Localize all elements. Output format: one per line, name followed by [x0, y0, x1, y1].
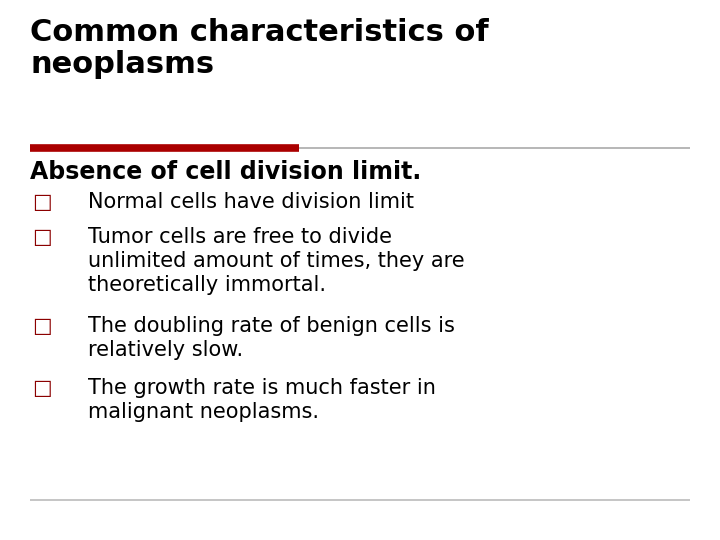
- Text: The doubling rate of benign cells is
relatively slow.: The doubling rate of benign cells is rel…: [88, 316, 455, 360]
- Text: □: □: [32, 316, 52, 336]
- Text: □: □: [32, 227, 52, 247]
- Text: □: □: [32, 378, 52, 398]
- Text: neoplasms: neoplasms: [30, 50, 215, 79]
- Text: The growth rate is much faster in
malignant neoplasms.: The growth rate is much faster in malign…: [88, 378, 436, 422]
- Text: □: □: [32, 192, 52, 212]
- Text: Tumor cells are free to divide
unlimited amount of times, they are
theoretically: Tumor cells are free to divide unlimited…: [88, 227, 464, 295]
- Text: Common characteristics of: Common characteristics of: [30, 18, 489, 47]
- Text: Normal cells have division limit: Normal cells have division limit: [88, 192, 414, 212]
- Text: Absence of cell division limit.: Absence of cell division limit.: [30, 160, 421, 184]
